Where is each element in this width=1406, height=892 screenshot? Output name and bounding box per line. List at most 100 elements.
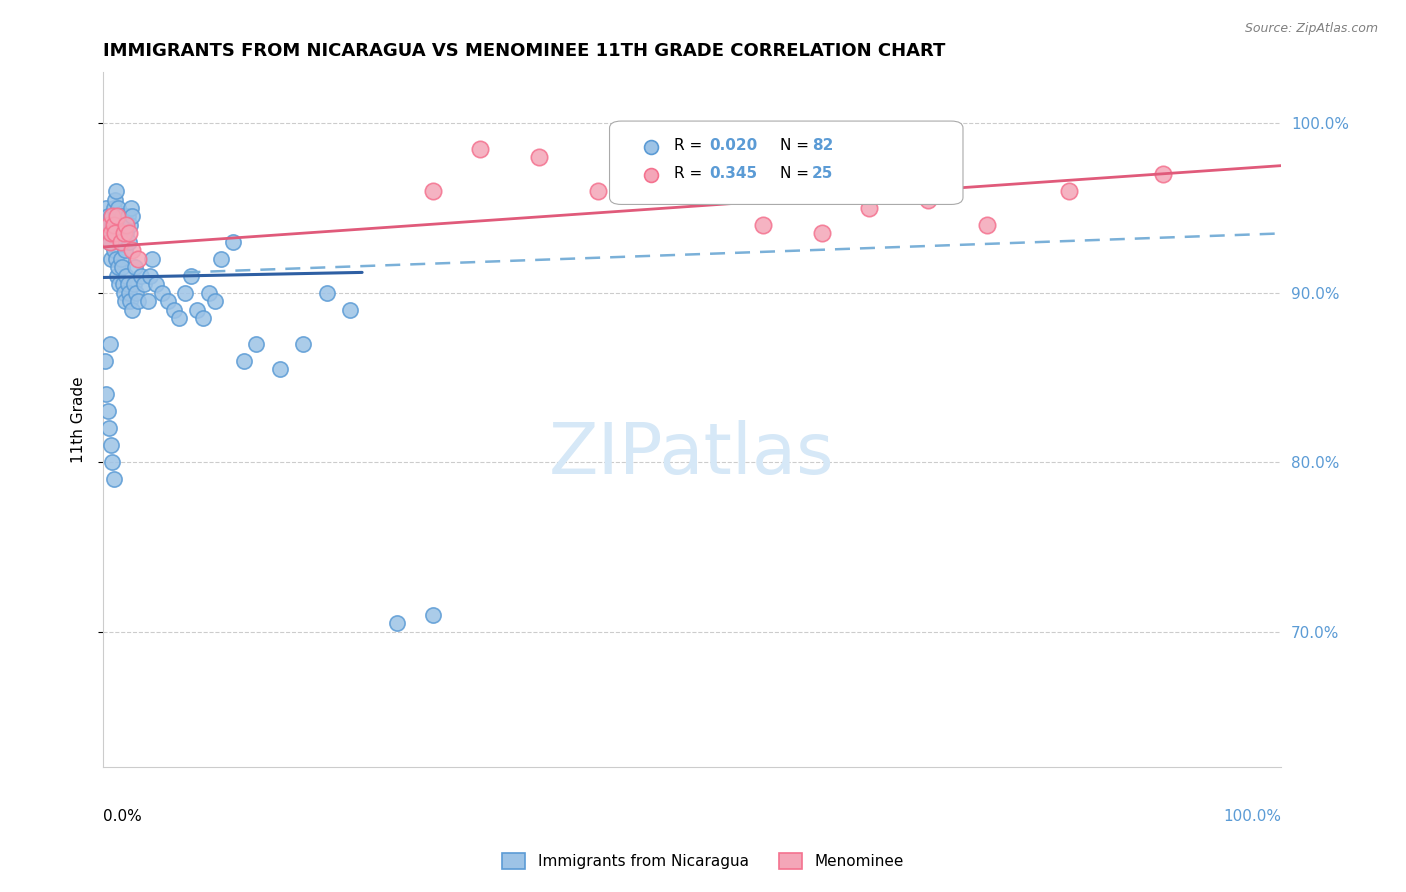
- Point: [150, 285, 173, 300]
- Text: 82: 82: [813, 138, 834, 153]
- Point: [422, 184, 444, 198]
- Point: [114, 294, 136, 309]
- Point: [156, 294, 179, 309]
- Point: [117, 210, 139, 224]
- Point: [527, 150, 550, 164]
- Text: Source: ZipAtlas.com: Source: ZipAtlas.com: [1244, 22, 1378, 36]
- Point: [105, 210, 128, 224]
- Point: [422, 607, 444, 622]
- Point: [681, 184, 703, 198]
- Y-axis label: 11th Grade: 11th Grade: [72, 376, 86, 463]
- Point: [1152, 167, 1174, 181]
- Point: [97, 218, 120, 232]
- Point: [108, 218, 131, 232]
- Point: [186, 302, 208, 317]
- Point: [118, 294, 141, 309]
- Point: [104, 252, 127, 266]
- Point: [174, 285, 197, 300]
- Point: [112, 227, 135, 241]
- Point: [245, 336, 267, 351]
- Point: [204, 294, 226, 309]
- Point: [98, 336, 121, 351]
- Point: [115, 218, 138, 232]
- Point: [100, 438, 122, 452]
- Point: [640, 299, 662, 313]
- Point: [209, 252, 232, 266]
- Point: [111, 260, 134, 275]
- Point: [136, 294, 159, 309]
- Point: [115, 227, 138, 241]
- Point: [145, 277, 167, 292]
- Point: [101, 235, 124, 249]
- Legend: Immigrants from Nicaragua, Menominee: Immigrants from Nicaragua, Menominee: [496, 847, 910, 875]
- Point: [127, 294, 149, 309]
- Point: [112, 218, 135, 232]
- Text: 0.0%: 0.0%: [103, 809, 142, 824]
- Point: [269, 362, 291, 376]
- Point: [100, 210, 122, 224]
- Point: [97, 404, 120, 418]
- Point: [103, 244, 125, 258]
- Point: [98, 235, 121, 249]
- Point: [198, 285, 221, 300]
- Point: [162, 302, 184, 317]
- Point: [751, 218, 773, 232]
- Point: [917, 193, 939, 207]
- Text: R =: R =: [675, 138, 707, 153]
- Point: [233, 353, 256, 368]
- Point: [586, 184, 609, 198]
- Point: [111, 235, 134, 249]
- Point: [98, 235, 121, 249]
- Text: R =: R =: [675, 166, 707, 181]
- Point: [110, 252, 132, 266]
- Point: [124, 260, 146, 275]
- FancyBboxPatch shape: [610, 121, 963, 204]
- Point: [122, 277, 145, 292]
- Point: [141, 252, 163, 266]
- Point: [104, 193, 127, 207]
- Point: [97, 421, 120, 435]
- Point: [100, 227, 122, 241]
- Point: [107, 201, 129, 215]
- Point: [118, 227, 141, 241]
- Point: [97, 218, 120, 232]
- Point: [110, 235, 132, 249]
- Point: [111, 210, 134, 224]
- Text: N =: N =: [780, 138, 814, 153]
- Point: [139, 268, 162, 283]
- Point: [114, 244, 136, 258]
- Text: 0.020: 0.020: [710, 138, 758, 153]
- Point: [111, 277, 134, 292]
- Point: [134, 277, 156, 292]
- Point: [125, 285, 148, 300]
- Point: [103, 201, 125, 215]
- Point: [191, 311, 214, 326]
- Point: [129, 268, 152, 283]
- Point: [810, 227, 832, 241]
- Point: [118, 218, 141, 232]
- Point: [120, 201, 142, 215]
- Point: [104, 227, 127, 241]
- Point: [97, 210, 120, 224]
- Point: [105, 210, 128, 224]
- Point: [101, 218, 124, 232]
- Point: [640, 367, 662, 381]
- Point: [100, 252, 122, 266]
- Point: [387, 616, 409, 631]
- Point: [976, 218, 998, 232]
- Point: [104, 184, 127, 198]
- Point: [101, 455, 124, 469]
- Point: [97, 235, 120, 249]
- Point: [121, 244, 143, 258]
- Point: [127, 252, 149, 266]
- Point: [121, 302, 143, 317]
- Point: [110, 227, 132, 241]
- Point: [169, 311, 191, 326]
- Point: [858, 201, 880, 215]
- Point: [94, 353, 117, 368]
- Point: [96, 201, 118, 215]
- Point: [315, 285, 337, 300]
- Text: 25: 25: [813, 166, 834, 181]
- Text: ZIPatlas: ZIPatlas: [550, 420, 835, 489]
- Point: [108, 277, 131, 292]
